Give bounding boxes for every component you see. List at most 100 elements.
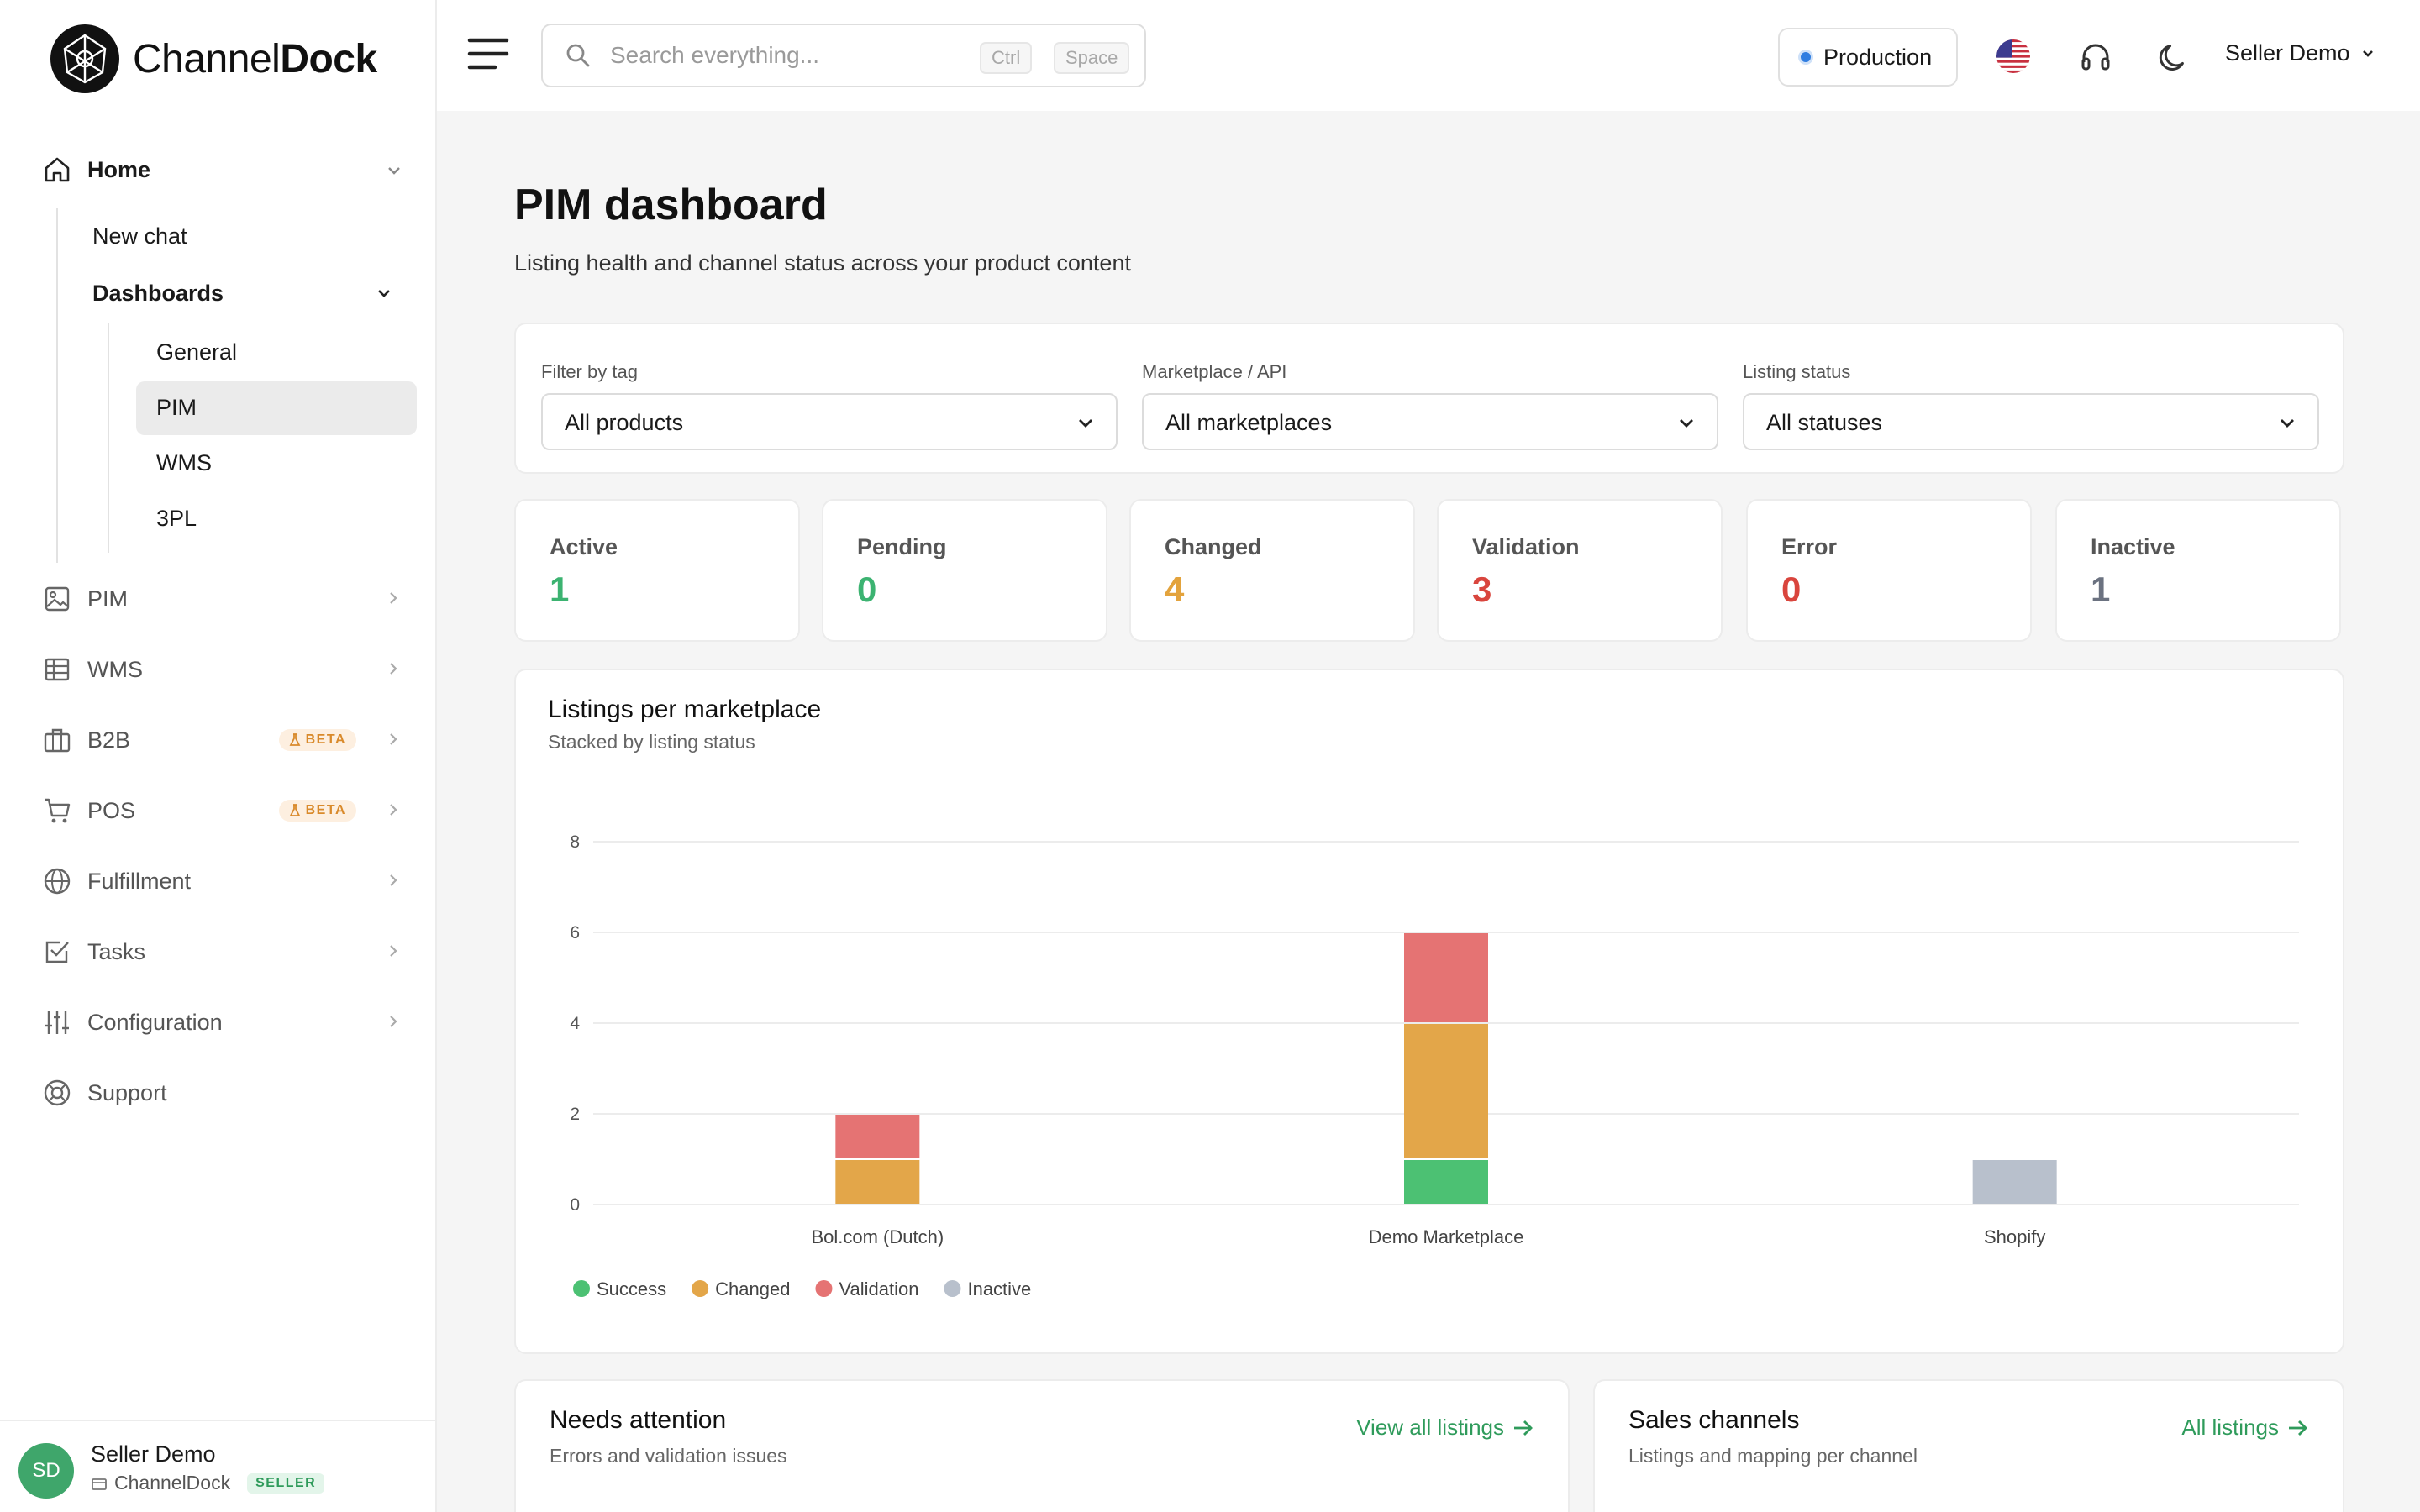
filter-panel: Filter by tag All products Marketplace /…: [514, 323, 2344, 474]
sidebar-item-wms-dashboard[interactable]: WMS: [156, 450, 212, 475]
table-icon: [45, 658, 70, 681]
avatar: SD: [18, 1443, 74, 1499]
chevron-right-icon: [390, 663, 397, 675]
beta-badge: BETA: [278, 729, 356, 751]
kpi-card-pending[interactable]: Pending 0: [822, 499, 1107, 642]
tree-line: [56, 208, 58, 563]
bar-segment: [1972, 1160, 2057, 1204]
topbar: Search everything... Ctrl Space Producti…: [437, 0, 2420, 111]
sidebar-item-support[interactable]: Support: [42, 1072, 403, 1114]
sidebar-item-pim[interactable]: PIM: [42, 578, 403, 620]
shortcut-key: Space: [1054, 42, 1130, 74]
sidebar-item-label: WMS: [87, 656, 143, 682]
needs-attention-card: Needs attention Errors and validation is…: [514, 1379, 1570, 1512]
user-org: ChannelDock SELLER: [91, 1472, 325, 1494]
active-item-highlight: [136, 381, 417, 435]
kpi-value: 1: [2091, 570, 2111, 609]
kpi-card-validation[interactable]: Validation 3: [1437, 499, 1723, 642]
menu-toggle-icon[interactable]: [467, 37, 509, 71]
sidebar: ChannelDock Home New chat Dashboards Gen…: [0, 0, 437, 1512]
briefcase-icon: [44, 728, 71, 753]
kpi-card-error[interactable]: Error 0: [1746, 499, 2032, 642]
chart-subtitle: Stacked by listing status: [548, 731, 755, 753]
cart-icon: [45, 798, 71, 823]
x-tick-label: Demo Marketplace: [1369, 1226, 1524, 1247]
legend-swatch: [692, 1280, 709, 1297]
legend-label: Inactive: [967, 1278, 1031, 1299]
sidebar-item-label: Configuration: [87, 1009, 223, 1035]
moon-icon[interactable]: [2158, 40, 2191, 74]
flask-icon: [289, 733, 301, 746]
bar-segment: [1404, 933, 1488, 1022]
us-flag-icon[interactable]: [1996, 39, 2030, 73]
y-tick-label: 8: [570, 832, 580, 852]
search-placeholder: Search everything...: [610, 42, 820, 68]
chevron-right-icon: [390, 1016, 397, 1027]
headset-icon[interactable]: [2079, 40, 2112, 74]
sidebar-item-dashboards[interactable]: Dashboards: [92, 281, 224, 306]
listings-chart-card: Listings per marketplace Stacked by list…: [514, 669, 2344, 1354]
search-input[interactable]: Search everything... Ctrl Space: [541, 24, 1146, 87]
sliders-icon: [45, 1011, 69, 1034]
sidebar-item-label: POS: [87, 797, 136, 823]
sales-channels-card: Sales channels Listings and mapping per …: [1593, 1379, 2344, 1512]
tag-filter-select[interactable]: All products: [541, 393, 1118, 450]
kpi-card-inactive[interactable]: Inactive 1: [2055, 499, 2341, 642]
stacked-bar-chart: 0 2 4 6 8 Bol.com (Dutch) Demo Marketplace Shop…: [570, 832, 2299, 1299]
kpi-value: 3: [1472, 570, 1492, 609]
sidebar-item-home[interactable]: Home: [42, 148, 403, 192]
sidebar-item-general[interactable]: General: [156, 339, 238, 365]
logo-text: ChannelDock: [133, 36, 377, 81]
chevron-down-icon: [2362, 50, 2373, 57]
flask-icon: [289, 804, 301, 816]
sidebar-item-3pl-dashboard[interactable]: 3PL: [156, 506, 197, 531]
bar-segment: [835, 1160, 920, 1204]
lifebuoy-icon: [44, 1079, 71, 1106]
sidebar-item-tasks[interactable]: Tasks: [42, 931, 403, 973]
chevron-right-icon: [390, 874, 397, 886]
tree-line: [108, 323, 109, 553]
chevron-right-icon: [390, 592, 397, 604]
all-listings-link[interactable]: All listings: [2181, 1415, 2309, 1441]
sidebar-item-pos[interactable]: POS BETA: [42, 790, 403, 832]
sidebar-item-b2b[interactable]: B2B BETA: [42, 719, 403, 761]
sidebar-item-pim-dashboard[interactable]: PIM: [156, 395, 197, 420]
sidebar-item-wms[interactable]: WMS: [42, 648, 403, 690]
environment-switcher[interactable]: Production: [1778, 28, 1958, 87]
card-title: Needs attention: [550, 1406, 727, 1434]
bar-segment: [1404, 1160, 1488, 1204]
sidebar-item-label: Home: [87, 156, 151, 182]
sidebar-item-fulfillment[interactable]: Fulfillment: [42, 860, 403, 902]
chevron-right-icon: [390, 733, 397, 745]
marketplace-filter-select[interactable]: All marketplaces: [1142, 393, 1718, 450]
filter-label: Marketplace / API: [1142, 361, 1287, 382]
chevron-down-icon: [388, 167, 400, 175]
shortcut-key: Ctrl: [980, 42, 1033, 74]
chevron-down-icon: [378, 290, 390, 297]
chart-title: Listings per marketplace: [548, 696, 822, 723]
view-all-listings-link[interactable]: View all listings: [1356, 1415, 1534, 1441]
image-icon: [45, 586, 70, 612]
sidebar-item-label: PIM: [87, 585, 129, 612]
bar-segment: [835, 1115, 920, 1158]
sidebar-item-configuration[interactable]: Configuration: [42, 1001, 403, 1043]
account-menu[interactable]: Seller Demo: [2225, 40, 2375, 66]
kpi-card-changed[interactable]: Changed 4: [1129, 499, 1415, 642]
user-profile[interactable]: SD Seller Demo ChannelDock SELLER: [0, 1420, 437, 1512]
logo[interactable]: ChannelDock: [50, 24, 377, 94]
kpi-card-active[interactable]: Active 1: [514, 499, 800, 642]
beta-badge: BETA: [278, 800, 356, 822]
y-tick-label: 0: [570, 1195, 580, 1215]
card-subtitle: Errors and validation issues: [550, 1445, 787, 1467]
legend-swatch: [815, 1280, 833, 1297]
status-filter-select[interactable]: All statuses: [1743, 393, 2319, 450]
card-title: Sales channels: [1628, 1406, 1800, 1434]
x-tick-label: Bol.com (Dutch): [811, 1226, 944, 1247]
legend-swatch: [944, 1280, 961, 1297]
filter-label: Listing status: [1743, 361, 1851, 382]
y-tick-label: 6: [570, 923, 580, 942]
arrow-right-icon: [1514, 1420, 1533, 1436]
sidebar-item-new-chat[interactable]: New chat: [92, 223, 187, 249]
checkbox-icon: [45, 941, 69, 963]
page-subtitle: Listing health and channel status across…: [514, 250, 1131, 276]
